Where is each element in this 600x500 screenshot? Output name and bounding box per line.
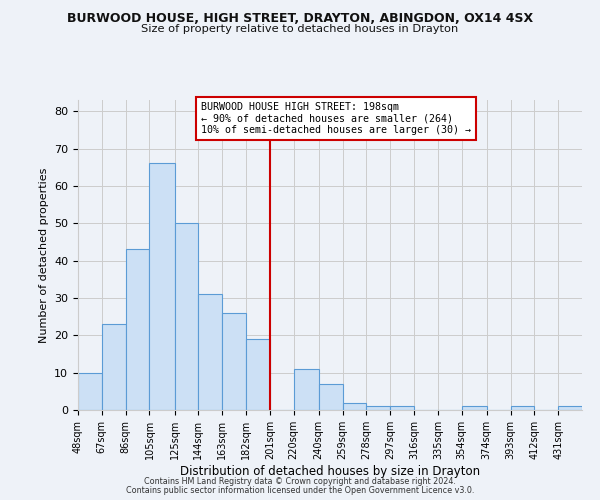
Bar <box>125 250 149 410</box>
Text: Contains public sector information licensed under the Open Government Licence v3: Contains public sector information licen… <box>126 486 474 495</box>
Bar <box>367 406 390 410</box>
Y-axis label: Number of detached properties: Number of detached properties <box>38 168 49 342</box>
Bar <box>293 369 319 410</box>
Bar <box>461 406 487 410</box>
Bar <box>199 294 222 410</box>
Bar <box>222 313 246 410</box>
X-axis label: Distribution of detached houses by size in Drayton: Distribution of detached houses by size … <box>180 464 480 477</box>
Bar <box>102 324 125 410</box>
Bar <box>511 406 535 410</box>
Text: Contains HM Land Registry data © Crown copyright and database right 2024.: Contains HM Land Registry data © Crown c… <box>144 477 456 486</box>
Bar <box>175 224 199 410</box>
Bar <box>78 372 102 410</box>
Bar <box>149 164 175 410</box>
Text: Size of property relative to detached houses in Drayton: Size of property relative to detached ho… <box>142 24 458 34</box>
Bar <box>246 339 270 410</box>
Bar <box>390 406 414 410</box>
Bar <box>319 384 343 410</box>
Bar <box>558 406 582 410</box>
Text: BURWOOD HOUSE HIGH STREET: 198sqm
← 90% of detached houses are smaller (264)
10%: BURWOOD HOUSE HIGH STREET: 198sqm ← 90% … <box>202 102 472 134</box>
Text: BURWOOD HOUSE, HIGH STREET, DRAYTON, ABINGDON, OX14 4SX: BURWOOD HOUSE, HIGH STREET, DRAYTON, ABI… <box>67 12 533 26</box>
Bar <box>343 402 367 410</box>
